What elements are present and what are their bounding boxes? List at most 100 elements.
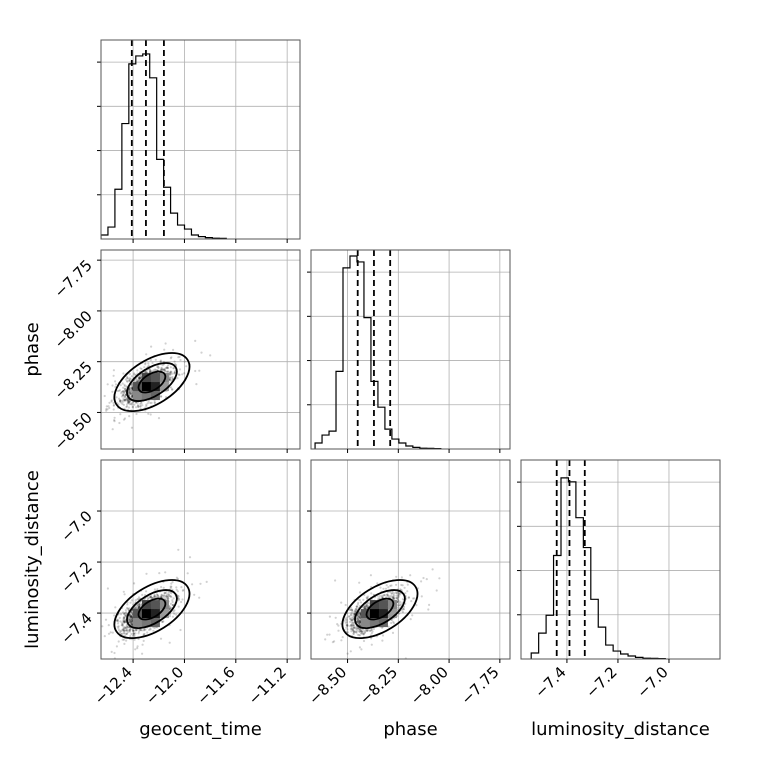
scatter-point [160,366,163,369]
scatter-point [126,405,129,408]
scatter-point [362,632,365,635]
scatter-point [364,607,367,610]
scatter-point [181,589,184,592]
scatter-point [145,572,148,575]
scatter-point [160,585,163,589]
scatter-point [364,629,367,632]
scatter-point [167,595,170,598]
scatter-point [358,617,361,620]
scatter-point [356,618,359,621]
scatter-point [128,615,132,618]
scatter-point [393,596,396,600]
scatter-point [137,630,141,633]
scatter-point [111,428,114,431]
scatter-point [171,600,174,604]
scatter-point [366,603,369,606]
scatter-point [358,646,361,649]
x-tick-label: −11.2 [245,663,290,708]
scatter-point [110,399,113,402]
scatter-point [122,418,126,421]
x-tick-label: −11.6 [193,663,238,708]
scatter-point [169,376,172,379]
x-tick-label: −8.50 [305,663,350,708]
scatter-point [170,356,173,359]
scatter-point [356,621,360,624]
scatter-point [182,588,185,592]
scatter-point [107,405,110,408]
scatter-point [130,616,133,619]
scatter-point [359,601,363,604]
scatter-point [169,602,172,605]
scatter-point [160,595,163,598]
scatter-point [101,625,104,628]
scatter-point [350,613,353,616]
scatter-point [169,373,172,376]
scatter-point [121,401,124,404]
scatter-point [346,652,349,655]
scatter-point [130,394,134,397]
scatter-point [122,390,125,393]
scatter-point [401,598,404,601]
scatter-point [145,371,148,374]
scatter-point [130,394,133,397]
scatter-point [123,383,126,386]
scatter-point [166,367,169,370]
scatter-point [392,598,395,601]
scatter-point [126,625,129,628]
scatter-point [131,405,134,408]
grid-lines [101,250,300,449]
scatter-point [112,374,115,377]
scatter-point [381,639,384,642]
panel-geocent_time-geocent_time [97,39,301,243]
scatter-point [128,379,131,382]
scatter-point [368,629,371,633]
scatter-point [350,624,353,627]
scatter-point [131,389,134,392]
scatter-point [334,616,337,619]
scatter-point [107,632,111,635]
scatter-point [390,621,393,625]
scatter-point [397,592,400,595]
scatter-point [357,627,360,631]
scatter-point [171,580,174,584]
scatter-point [157,365,160,368]
scatter-point [122,618,125,621]
scatter-point [114,380,117,383]
contour-0 [113,579,191,640]
scatter-point [139,374,142,378]
scatter-point [399,592,402,596]
scatter-point [121,382,124,385]
scatter-point [170,386,173,389]
scatter-point [177,548,180,551]
scatter-point [122,394,125,397]
scatter-point [358,620,361,623]
scatter-point [389,584,392,588]
scatter-point [362,639,366,643]
scatter-point [166,366,169,370]
scatter-point [422,576,425,580]
scatter-point [122,590,125,593]
scatter-point [173,360,176,363]
scatter-point [121,390,124,393]
scatter-point [389,594,392,598]
scatter-point [138,376,142,379]
scatter-point [123,388,127,391]
scatter-point [126,377,129,380]
scatter-point [356,617,359,620]
scatter-point [344,621,347,624]
scatter-point [349,617,352,620]
scatter-point [105,405,108,408]
density-cell [141,382,151,392]
scatter-point [128,629,131,632]
density-cell [159,609,169,619]
scatter-point [127,608,130,611]
scatter-point [138,603,141,606]
scatter-point [162,586,165,589]
scatter-point [131,619,134,623]
scatter-point [138,376,141,379]
scatter-point [120,401,123,404]
scatter-point [186,572,189,575]
scatter-point [356,626,359,629]
scatter-point [138,605,141,608]
scatter-point [137,405,140,408]
